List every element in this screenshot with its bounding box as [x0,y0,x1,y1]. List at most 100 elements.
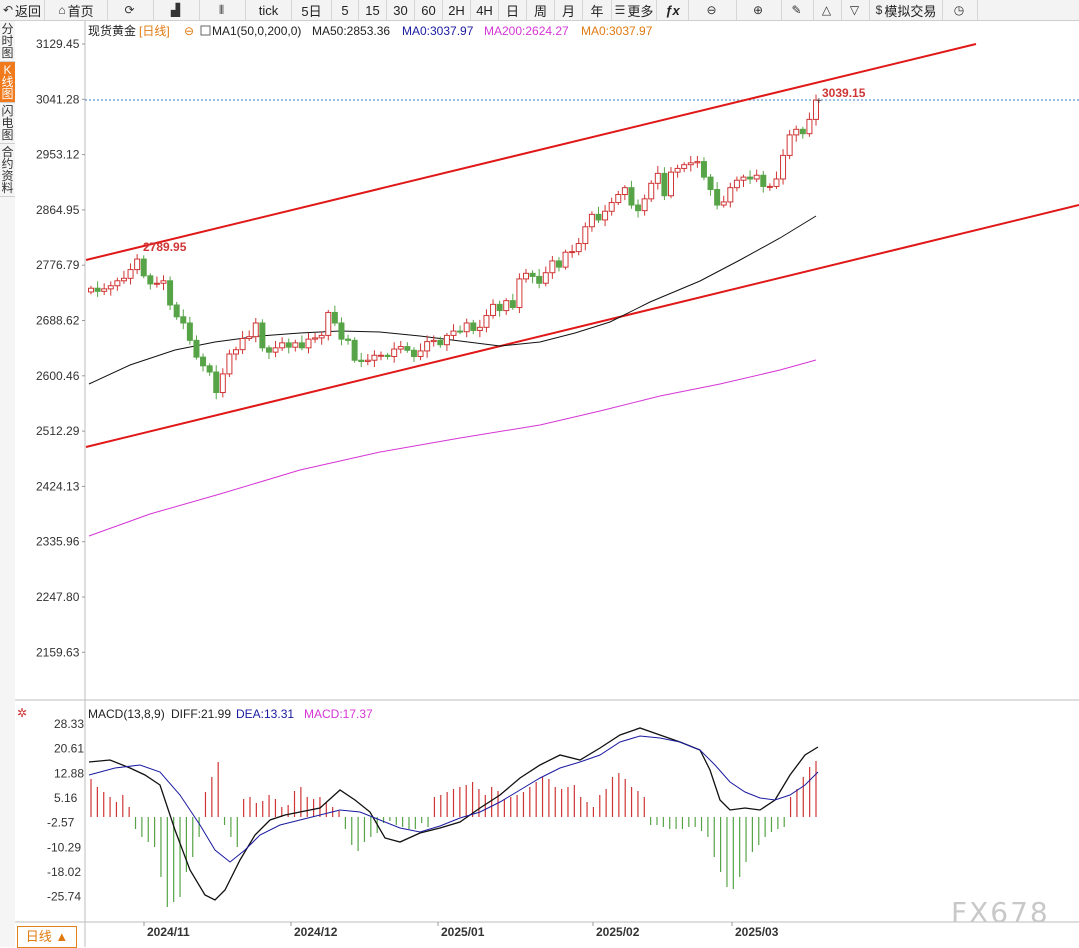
candle [450,324,457,340]
candle [120,270,127,284]
home-button[interactable]: ⌂ 首页 [45,0,108,20]
ma1-label: MA1(50,0,200,0) [212,24,301,38]
chart-type-button[interactable]: ▟ [154,0,200,20]
sidebar-item-3[interactable]: 合约资料 [0,145,15,197]
price-tick: 3041.28 [36,92,80,106]
triangle-down-icon: ▽ [849,3,860,17]
trend-upper-line[interactable] [85,43,977,261]
period-tick[interactable]: tick [246,0,292,20]
bar-chart-icon: ▟ [170,3,181,17]
candle [608,197,615,216]
indicator-box-icon[interactable] [200,25,211,36]
more-button-label: 更多 [627,3,654,19]
candle [694,156,701,168]
macd-tick: -25.74 [47,890,81,904]
candle [378,351,384,361]
sim-trade-button[interactable]: $ 模拟交易 [870,0,943,20]
macd-dea-line [88,735,819,863]
macd-tick: 5.16 [54,791,78,805]
dollar-icon: $ [875,3,883,17]
candle [94,281,101,297]
price-tick: 3129.45 [36,37,80,51]
candle [661,167,668,201]
candle [766,183,773,191]
candle [114,277,121,291]
sim-trade-button-label: 模拟交易 [884,3,937,19]
candle [200,353,207,372]
price-tick: 2688.62 [36,314,80,328]
ma0b-label: MA0:3037.97 [581,24,653,38]
period-month[interactable]: 月 [555,0,583,20]
sidebar-item-2[interactable]: 闪电图 [0,104,15,144]
period-5day[interactable]: 5日 [292,0,332,20]
ma200-line [88,359,817,537]
refresh-button[interactable]: ⟳ [108,0,154,20]
candle [668,167,674,199]
macd-title: MACD(13,8,9) [88,707,165,721]
zoom-in-button[interactable]: ⊕ [737,0,782,20]
zoom-out-button[interactable]: ⊖ [689,0,737,20]
candle [509,293,516,310]
period-2h-label: 2H [448,2,465,18]
candle [490,299,497,319]
period-5day-label: 5日 [301,3,322,19]
candle [186,316,193,345]
tab-daily[interactable]: 日线 ▲ [17,926,77,948]
trend-lower-line[interactable] [85,204,1079,448]
clock-button[interactable]: ◷ [943,0,978,20]
candle [476,319,483,338]
back-arrow-icon: ↶ [2,3,14,17]
period-15[interactable]: 15 [359,0,387,20]
period-30[interactable]: 30 [387,0,415,20]
up-arrow-button[interactable]: △ [814,0,842,20]
watermark: FX678 [951,896,1050,929]
date-tick: 2024/12 [294,925,338,939]
candle [167,276,174,310]
candle [648,180,655,202]
candle [536,268,543,289]
candle [180,309,187,330]
candle [239,331,246,355]
sidebar-item-1[interactable]: K线图 [0,62,15,103]
candle [338,317,345,346]
candle [700,157,707,181]
candle [806,112,813,137]
candle [107,281,114,296]
back-button-label: 返回 [15,3,42,19]
candle [674,164,681,178]
collapse-icon[interactable]: ⊖ [184,24,194,38]
more-button[interactable]: ☰ 更多 [612,0,657,20]
draw-button[interactable]: ✎ [782,0,814,20]
candle [246,330,253,341]
candle [430,335,437,347]
period-year[interactable]: 年 [583,0,612,20]
back-button[interactable]: ↶ 返回 [0,0,45,20]
candle [88,285,94,295]
candle [226,349,233,377]
candle [213,365,220,400]
formula-button[interactable]: ƒx [657,0,689,20]
period-2h[interactable]: 2H [443,0,471,20]
candle [101,283,108,296]
candle [714,182,721,210]
candle [134,254,141,274]
macd-settings-icon[interactable]: ✲ [17,706,27,720]
candle [733,176,740,192]
price-tick: 2776.79 [36,258,80,272]
candle [391,342,398,363]
candle [503,298,510,315]
candle-type-button[interactable]: ⫴ [200,0,246,20]
period-5-label: 5 [341,2,349,18]
down-arrow-button[interactable]: ▽ [842,0,870,20]
date-tick: 2024/11 [147,925,190,939]
sidebar-item-0[interactable]: 分时图 [0,22,15,62]
candle [153,276,160,288]
period-4h[interactable]: 4H [471,0,499,20]
period-week[interactable]: 周 [527,0,555,20]
period-60[interactable]: 60 [415,0,443,20]
period-5[interactable]: 5 [332,0,359,20]
macd-diff-line [88,727,819,901]
bottom-tabs: 日线 ▲ [15,925,85,948]
date-tick: 2025/01 [441,925,485,939]
period-day[interactable]: 日 [499,0,527,20]
